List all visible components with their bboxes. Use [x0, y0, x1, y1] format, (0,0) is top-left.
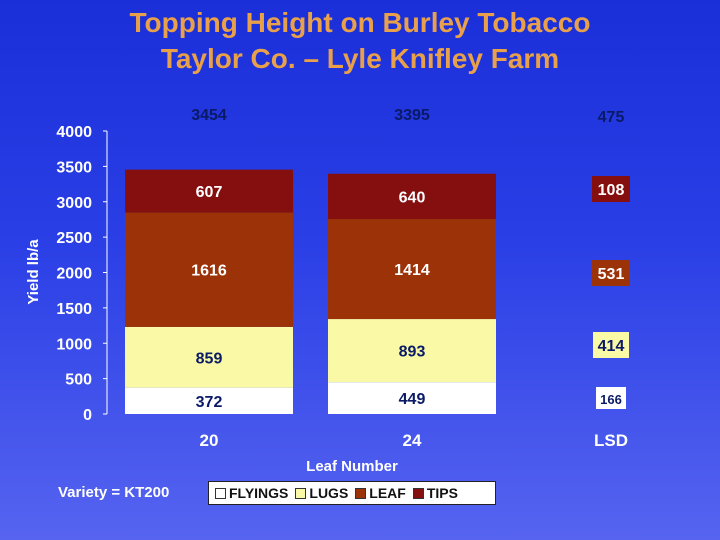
total-label: 3454 [191, 107, 227, 124]
legend-label: TIPS [426, 485, 458, 501]
lsd-box-flyings [596, 387, 626, 409]
y-tick-label: 500 [65, 372, 92, 389]
data-label-tips: 640 [399, 189, 426, 206]
bar-segment-leaf-20 [125, 212, 293, 327]
y-tick-label: 3000 [56, 195, 92, 212]
y-tick-label: 1000 [56, 336, 92, 353]
lsd-value-flyings: 166 [600, 392, 622, 407]
data-label-tips: 607 [196, 184, 223, 201]
total-label: 3395 [394, 107, 430, 124]
lsd-value-tips: 108 [598, 182, 625, 199]
y-tick-label: 3500 [56, 159, 92, 176]
y-tick-label: 1500 [56, 301, 92, 318]
data-label-lugs: 893 [399, 344, 426, 361]
data-label-lugs: 859 [196, 350, 223, 367]
y-tick-label: 2500 [56, 230, 92, 247]
bar-segment-lugs-24 [328, 319, 496, 383]
legend: FLYINGS LUGS LEAF TIPS [208, 481, 496, 505]
legend-swatch [215, 487, 226, 499]
data-label-flyings: 449 [399, 391, 426, 408]
bar-segment-flyings-20 [125, 387, 293, 414]
legend-label: LEAF [369, 485, 406, 501]
y-axis-label: Yield lb/a [25, 239, 42, 305]
data-label-leaf: 1616 [191, 263, 227, 280]
lsd-value-lugs: 414 [598, 338, 625, 355]
legend-item-tips: TIPS [412, 485, 458, 501]
legend-swatch [295, 487, 307, 499]
lsd-box-lugs [593, 332, 629, 358]
bar-segment-tips-24 [328, 173, 496, 220]
x-axis-label: Leaf Number [306, 458, 398, 475]
x-tick-label-lsd: LSD [594, 431, 628, 450]
lsd-box-leaf [592, 260, 630, 286]
bar-segment-lugs-20 [125, 326, 293, 388]
chart-title-line1: Topping Height on Burley Tobacco [129, 7, 591, 38]
y-tick-label: 0 [83, 407, 92, 424]
data-label-leaf: 1414 [394, 262, 430, 279]
data-label-flyings: 372 [196, 394, 223, 411]
x-tick-label: 20 [200, 431, 219, 450]
legend-label: LUGS [309, 485, 349, 501]
bar-segment-flyings-24 [328, 382, 496, 414]
bar-segment-leaf-24 [328, 219, 496, 320]
chart-title-line2: Taylor Co. – Lyle Knifley Farm [160, 43, 560, 74]
legend-item-lugs: LUGS [295, 485, 348, 501]
legend-label: FLYINGS [229, 485, 289, 501]
legend-item-flyings: FLYINGS [215, 485, 288, 501]
x-tick-label: 24 [403, 431, 422, 450]
legend-item-leaf: LEAF [355, 485, 406, 501]
y-tick-label: 2000 [56, 266, 92, 283]
lsd-value-leaf: 531 [598, 266, 625, 283]
variety-note: Variety = KT200 [58, 484, 170, 501]
lsd-box-tips [592, 176, 630, 202]
bar-segment-tips-20 [125, 169, 293, 213]
y-tick-label: 4000 [56, 124, 92, 141]
legend-swatch [412, 487, 424, 499]
lsd-total-label: 475 [598, 109, 625, 126]
legend-swatch [355, 487, 367, 499]
